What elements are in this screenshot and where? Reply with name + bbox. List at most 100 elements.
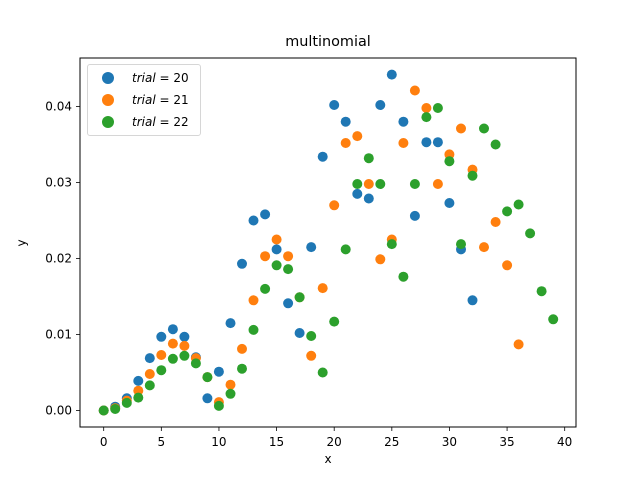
data-point <box>386 69 397 80</box>
data-point <box>306 242 317 253</box>
data-point <box>432 137 443 148</box>
data-point <box>248 324 259 335</box>
data-point <box>513 339 524 350</box>
data-point <box>133 385 144 396</box>
data-point <box>179 340 190 351</box>
data-point <box>98 405 109 416</box>
data-point <box>283 264 294 275</box>
data-point <box>213 400 224 411</box>
data-point <box>456 123 466 134</box>
x-tick-label: 35 <box>499 435 514 449</box>
x-tick-label: 20 <box>327 435 342 449</box>
data-point <box>513 199 524 210</box>
data-point <box>352 188 363 199</box>
x-axis-label: x <box>324 452 332 466</box>
data-point <box>294 328 305 338</box>
data-points <box>98 69 559 416</box>
data-point <box>548 314 559 325</box>
data-point <box>283 298 294 309</box>
data-point <box>237 343 247 354</box>
data-point <box>432 179 443 189</box>
data-point <box>490 139 501 150</box>
data-point <box>398 138 409 148</box>
data-point <box>271 234 282 245</box>
data-point <box>133 392 144 403</box>
data-point <box>260 209 271 220</box>
data-point <box>340 244 351 255</box>
data-point <box>375 100 386 110</box>
data-point <box>237 258 247 269</box>
legend-marker-icon <box>102 116 114 128</box>
data-point <box>225 379 236 390</box>
x-tick-label: 10 <box>211 435 226 449</box>
data-point <box>421 137 432 148</box>
data-point <box>375 179 386 189</box>
data-point <box>271 244 282 255</box>
data-point <box>202 393 213 404</box>
legend-label: trial = 21 <box>132 93 189 107</box>
data-point <box>536 286 547 297</box>
x-tick-label: 0 <box>100 435 108 449</box>
data-point <box>271 260 282 271</box>
data-point <box>363 193 374 204</box>
x-tick-label: 30 <box>442 435 457 449</box>
data-point <box>156 331 167 342</box>
data-point <box>237 363 247 374</box>
legend-marker-icon <box>102 94 114 106</box>
data-point <box>190 358 201 369</box>
data-point <box>294 292 305 303</box>
x-tick-label: 5 <box>158 435 166 449</box>
legend: trial = 20 trial = 21 trial = 22 <box>87 64 201 136</box>
data-point <box>179 331 190 342</box>
data-point <box>248 215 259 226</box>
data-point <box>398 271 409 282</box>
data-point <box>167 338 178 349</box>
data-point <box>456 239 466 250</box>
data-point <box>340 138 351 148</box>
legend-label: trial = 22 <box>132 115 189 129</box>
y-tick-label: 0.01 <box>45 328 72 342</box>
data-point <box>444 198 455 208</box>
data-point <box>225 318 236 329</box>
data-point <box>421 112 432 123</box>
data-point <box>306 350 317 361</box>
y-axis-label: y <box>14 239 29 247</box>
data-point <box>352 131 363 142</box>
data-point <box>502 260 513 271</box>
data-point <box>179 350 190 361</box>
data-point <box>409 85 420 96</box>
data-point <box>144 369 155 379</box>
data-point <box>317 151 328 162</box>
data-point <box>317 283 328 294</box>
chart-title: multinomial <box>285 34 371 50</box>
data-point <box>363 153 374 164</box>
data-point <box>144 380 155 391</box>
data-point <box>432 103 443 113</box>
x-tick-label: 15 <box>269 435 284 449</box>
data-point <box>352 179 363 189</box>
data-point <box>213 366 224 377</box>
data-point <box>502 206 513 217</box>
data-point <box>317 367 328 378</box>
data-point <box>225 388 236 399</box>
axis-ticks: 0 5 10 15 20 25 30 35 40 0.00 0.01 0.02 0.03 0.04 <box>45 100 572 450</box>
data-point <box>167 353 178 364</box>
data-point <box>363 179 374 189</box>
data-point <box>329 200 340 211</box>
data-point <box>444 156 455 167</box>
legend-label: trial = 20 <box>132 71 189 85</box>
data-point <box>398 116 409 127</box>
data-point <box>409 210 420 221</box>
data-point <box>409 179 420 189</box>
data-point <box>421 103 432 113</box>
x-tick-label: 25 <box>384 435 399 449</box>
data-point <box>283 251 294 262</box>
data-point <box>248 295 259 306</box>
data-point <box>110 404 121 414</box>
data-point <box>375 254 386 265</box>
data-point <box>133 375 144 386</box>
data-point <box>121 397 132 408</box>
data-point <box>306 331 317 341</box>
data-point <box>329 100 340 110</box>
